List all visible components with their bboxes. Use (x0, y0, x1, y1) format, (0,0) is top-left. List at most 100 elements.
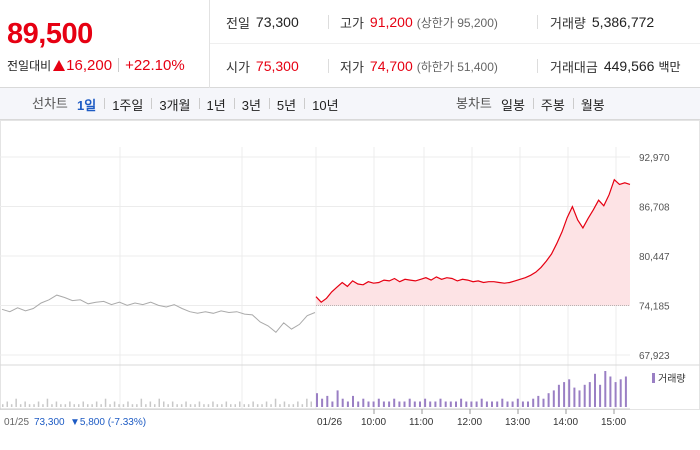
tab-1year[interactable]: 1년 (198, 95, 234, 114)
volume-bar (357, 401, 360, 407)
volume-bar (203, 404, 205, 407)
volume-bar (149, 401, 152, 407)
stats-row-1: 전일 73,300 고가 91,200 (상한가 95,200) 거래량 5,3… (210, 0, 700, 44)
stat-label: 거래대금 (550, 59, 598, 75)
volume-bar (6, 401, 8, 407)
tab-1week[interactable]: 1주일 (104, 95, 151, 114)
volume-bar (429, 401, 432, 407)
volume-bar (73, 404, 75, 407)
time-tick-label: 13:00 (505, 417, 530, 428)
volume-bar (331, 401, 334, 407)
volume-bar (321, 398, 324, 407)
tab-daily-candle[interactable]: 일봉 (501, 97, 525, 113)
y-tick-label: 92,970 (639, 153, 670, 164)
stat-volume: 거래량 5,386,772 (550, 0, 654, 44)
chart-tab-bar: 선차트 1일 1주일 3개월 1년 3년 5년 10년 봉차트 일봉 주봉 월봉 (0, 88, 700, 120)
prev-close-label: 73,300 (34, 417, 65, 428)
stat-label: 시가 (226, 59, 250, 75)
stats-row-2: 시가 75,300 저가 74,700 (하한가 51,400) 거래대금 44… (210, 44, 700, 88)
stat-label: 저가 (340, 59, 364, 75)
volume-bar (64, 404, 67, 407)
time-tick-label: 12:00 (457, 417, 482, 428)
tab-weekly-candle[interactable]: 주봉 (532, 95, 573, 114)
change-label: 전일대비 (7, 58, 52, 73)
volume-bar (207, 404, 210, 407)
y-tick-label: 80,447 (639, 252, 670, 263)
volume-bar (521, 401, 524, 407)
tab-1day[interactable]: 1일 (77, 97, 97, 113)
volume-bar (60, 404, 62, 407)
stat-value: 73,300 (255, 14, 299, 30)
volume-bar (568, 379, 571, 407)
volume-bar (154, 404, 156, 407)
volume-bar (176, 404, 178, 407)
volume-bar (382, 401, 385, 407)
tab-5years[interactable]: 5년 (268, 95, 304, 114)
stat-open: 시가 75,300 (226, 44, 299, 88)
volume-bar (122, 404, 125, 407)
volume-bar (288, 404, 290, 407)
volume-bar (225, 401, 228, 407)
today-date-label: 01/26 (317, 417, 342, 428)
volume-bar (270, 404, 272, 407)
volume-bar (326, 395, 329, 407)
volume-bar (261, 404, 263, 407)
volume-bar (10, 404, 13, 407)
volume-bar (306, 398, 308, 407)
volume-bar (413, 401, 416, 407)
stat-label: 전일 (226, 15, 250, 31)
volume-bar (377, 398, 380, 407)
tab-3months[interactable]: 3개월 (151, 95, 198, 114)
volume-bar (292, 404, 295, 407)
volume-bar (614, 382, 617, 407)
volume-bar (599, 384, 602, 407)
volume-bar (532, 398, 535, 407)
volume-bar (78, 404, 80, 407)
divider (328, 15, 329, 29)
volume-bar (465, 401, 468, 407)
volume-bar (163, 401, 165, 407)
volume-bar (609, 376, 612, 407)
today-area-fill (316, 179, 630, 306)
volume-bar (403, 401, 406, 407)
volume-bar (185, 401, 187, 407)
price-chart[interactable]: 92,970 86,708 80,447 74,185 67,923 거래량 01/25… (0, 120, 700, 450)
volume-bar (619, 379, 622, 407)
volume-bar (2, 404, 4, 407)
volume-bar (15, 398, 17, 407)
candle-tabs: 일봉 주봉 월봉 (493, 88, 613, 120)
stat-low: 저가 74,700 (하한가 51,400) (340, 44, 498, 88)
stat-high: 고가 91,200 (상한가 95,200) (340, 0, 498, 44)
time-tick-label: 14:00 (553, 417, 578, 428)
volume-bar (24, 401, 26, 407)
volume-bar (28, 404, 31, 407)
divider (537, 15, 538, 29)
stat-value: 75,300 (255, 58, 299, 74)
volume-bar (563, 382, 566, 407)
volume-bar (100, 404, 102, 407)
volume-legend-swatch (652, 373, 655, 383)
volume-bar (279, 404, 281, 407)
stat-label: 거래량 (550, 15, 586, 31)
volume-bar (91, 404, 93, 407)
candle-chart-title: 봉차트 (456, 96, 492, 111)
volume-bar (511, 401, 514, 407)
volume-bar (310, 401, 312, 407)
time-tick-label: 10:00 (361, 417, 386, 428)
volume-bar (475, 401, 478, 407)
volume-bar (455, 401, 457, 407)
volume-bar (55, 401, 58, 407)
volume-bar (145, 404, 147, 407)
volume-bar (588, 382, 591, 407)
tab-monthly-candle[interactable]: 월봉 (572, 95, 613, 114)
stat-upper-limit: (상한가 95,200) (416, 15, 498, 30)
volume-legend: 거래량 (652, 373, 686, 385)
y-tick-label: 74,185 (639, 302, 670, 313)
volume-bar (87, 404, 89, 407)
volume-bar (180, 404, 183, 407)
tab-3years[interactable]: 3년 (233, 95, 269, 114)
volume-bar (367, 401, 370, 407)
change-amount: 16,200 (66, 56, 113, 74)
tab-10years[interactable]: 10년 (304, 95, 346, 114)
volume-bar (265, 401, 268, 407)
